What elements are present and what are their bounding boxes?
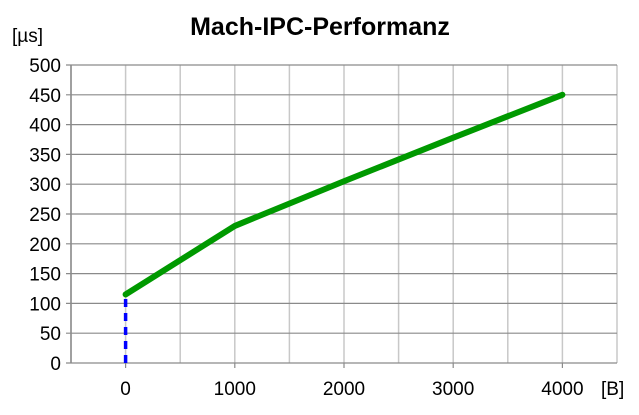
x-tick-label: 1000 xyxy=(214,379,256,400)
y-tick-label: 100 xyxy=(29,294,61,315)
y-tick-label: 50 xyxy=(40,324,61,345)
y-tick-label: 250 xyxy=(29,205,61,226)
y-tick-label: 500 xyxy=(29,56,61,77)
y-tick-label: 150 xyxy=(29,265,61,286)
y-tick-label: 200 xyxy=(29,235,61,256)
x-axis-label: [B] xyxy=(601,379,624,400)
y-axis-label: [µs] xyxy=(12,26,43,47)
y-tick-label: 0 xyxy=(50,354,61,375)
y-tick-label: 450 xyxy=(29,86,61,107)
y-tick-label: 400 xyxy=(29,116,61,137)
x-tick-label: 3000 xyxy=(432,379,474,400)
x-tick-label: 4000 xyxy=(541,379,583,400)
x-tick-label: 0 xyxy=(120,379,131,400)
y-tick-label: 300 xyxy=(29,175,61,196)
chart-title: Mach-IPC-Performanz xyxy=(190,13,450,41)
x-tick-label: 2000 xyxy=(323,379,365,400)
y-tick-label: 350 xyxy=(29,145,61,166)
